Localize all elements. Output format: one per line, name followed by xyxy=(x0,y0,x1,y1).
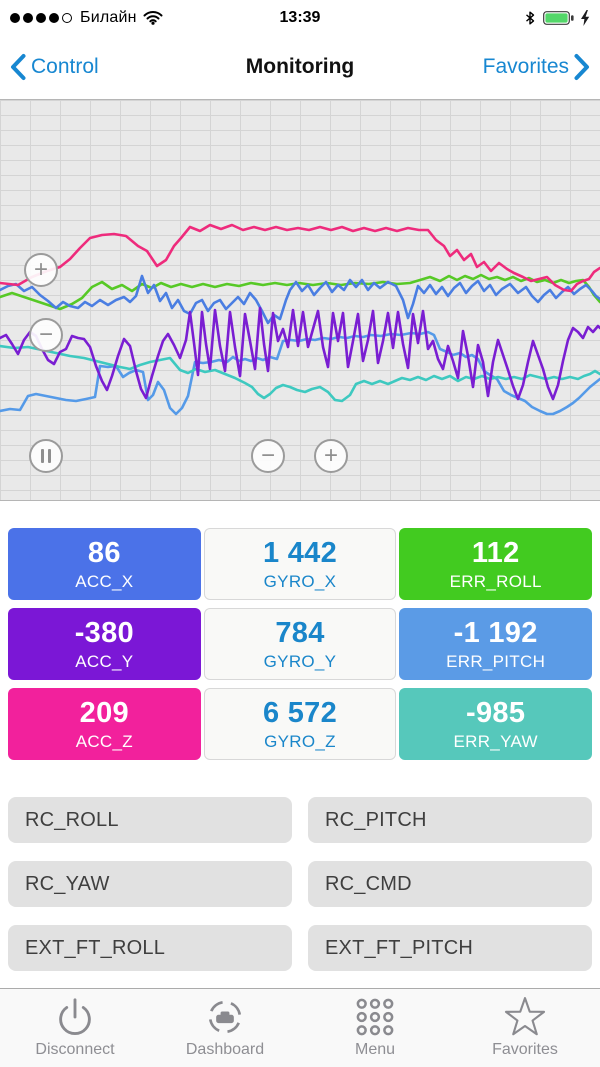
back-button-control[interactable]: Control xyxy=(10,53,99,81)
chevron-right-icon xyxy=(574,54,589,80)
param-button-rc-roll[interactable]: RC_ROLL xyxy=(8,797,292,843)
carrier-label: Билайн xyxy=(80,8,137,26)
param-button-rc-yaw[interactable]: RC_YAW xyxy=(8,861,292,907)
chevron-left-icon xyxy=(11,54,26,80)
tile-label: GYRO_Z xyxy=(264,731,336,751)
tile-value: -380 xyxy=(74,616,134,649)
tile-acc-x[interactable]: 86 ACC_X xyxy=(8,528,201,600)
tab-label: Favorites xyxy=(492,1041,558,1058)
wifi-icon xyxy=(143,11,163,25)
param-button-rc-cmd[interactable]: RC_CMD xyxy=(308,861,592,907)
tab-bar: Disconnect Dashboard Menu Favorites xyxy=(0,988,600,1067)
tile-value: -1 192 xyxy=(453,616,538,649)
series-acc_z xyxy=(0,223,600,293)
series-err_roll xyxy=(0,273,600,311)
tile-value: 784 xyxy=(275,616,325,649)
tile-gyro-y[interactable]: 784 GYRO_Y xyxy=(203,608,397,680)
pause-icon xyxy=(41,449,51,463)
plus-icon: + xyxy=(33,256,48,283)
zoom-out-button[interactable]: − xyxy=(29,318,63,352)
tile-value: 1 442 xyxy=(262,536,338,569)
tile-err-pitch[interactable]: -1 192 ERR_PITCH xyxy=(399,608,592,680)
tile-label: ACC_Z xyxy=(75,731,133,751)
forward-button-label: Favorites xyxy=(482,55,569,78)
series-acc_y xyxy=(0,306,600,401)
plus-icon: + xyxy=(323,442,338,469)
tile-err-yaw[interactable]: -985 ERR_YAW xyxy=(399,688,592,760)
tile-label: ACC_X xyxy=(75,571,134,591)
tab-favorites[interactable]: Favorites xyxy=(450,989,600,1067)
tile-label: GYRO_X xyxy=(263,571,337,591)
tile-value: -985 xyxy=(466,696,526,729)
parameter-button-grid: RC_ROLL RC_PITCH RC_YAW RC_CMD EXT_FT_RO… xyxy=(8,797,592,971)
param-button-ext-ft-pitch[interactable]: EXT_FT_PITCH xyxy=(308,925,592,971)
status-bar: Билайн 13:39 xyxy=(0,0,600,35)
param-button-rc-pitch[interactable]: RC_PITCH xyxy=(308,797,592,843)
minus-icon: − xyxy=(38,321,53,348)
telemetry-chart[interactable]: + − − + xyxy=(0,100,600,501)
tile-value: 6 572 xyxy=(262,696,338,729)
tile-label: ERR_YAW xyxy=(453,731,538,751)
timescale-decrease-button[interactable]: − xyxy=(251,439,285,473)
pause-button[interactable] xyxy=(29,439,63,473)
cell-signal-icon xyxy=(10,12,72,23)
tab-label: Dashboard xyxy=(185,1041,265,1058)
tile-value: 112 xyxy=(471,536,520,569)
tile-label: ERR_ROLL xyxy=(449,571,542,591)
tile-label: ERR_PITCH xyxy=(446,651,546,671)
nav-bar: Control Monitoring Favorites xyxy=(0,35,600,100)
tile-label: GYRO_Y xyxy=(263,651,337,671)
power-icon xyxy=(59,998,91,1035)
timescale-increase-button[interactable]: + xyxy=(314,439,348,473)
dashboard-gauge-icon xyxy=(208,1000,242,1034)
tile-acc-y[interactable]: -380 ACC_Y xyxy=(8,608,201,680)
series-err_pitch xyxy=(0,330,600,416)
chart-lines xyxy=(0,223,600,416)
tab-menu[interactable]: Menu xyxy=(300,989,450,1067)
tab-dashboard[interactable]: Dashboard xyxy=(150,989,300,1067)
telemetry-tile-grid: 86 ACC_X 1 442 GYRO_X 112 ERR_ROLL -380 … xyxy=(8,528,592,760)
charging-bolt-icon xyxy=(581,9,590,26)
star-icon xyxy=(504,997,546,1036)
tile-value: 209 xyxy=(79,696,129,729)
battery-icon xyxy=(543,10,574,25)
tile-gyro-x[interactable]: 1 442 GYRO_X xyxy=(203,528,397,600)
tab-label: Disconnect xyxy=(35,1041,115,1058)
tab-disconnect[interactable]: Disconnect xyxy=(0,989,150,1067)
tile-acc-z[interactable]: 209 ACC_Z xyxy=(8,688,201,760)
tile-value: 86 xyxy=(87,536,121,569)
tile-err-roll[interactable]: 112 ERR_ROLL xyxy=(399,528,592,600)
series-err_yaw xyxy=(0,344,600,403)
tile-label: ACC_Y xyxy=(75,651,134,671)
back-button-label: Control xyxy=(31,55,99,78)
minus-icon: − xyxy=(260,442,275,469)
dots-grid-icon xyxy=(356,998,394,1036)
param-button-ext-ft-roll[interactable]: EXT_FT_ROLL xyxy=(8,925,292,971)
series-acc_x xyxy=(0,274,600,325)
forward-button-favorites[interactable]: Favorites xyxy=(483,53,590,81)
tab-label: Menu xyxy=(354,1041,396,1058)
bluetooth-icon xyxy=(526,10,535,25)
tile-gyro-z[interactable]: 6 572 GYRO_Z xyxy=(203,688,397,760)
zoom-in-button[interactable]: + xyxy=(24,253,58,287)
